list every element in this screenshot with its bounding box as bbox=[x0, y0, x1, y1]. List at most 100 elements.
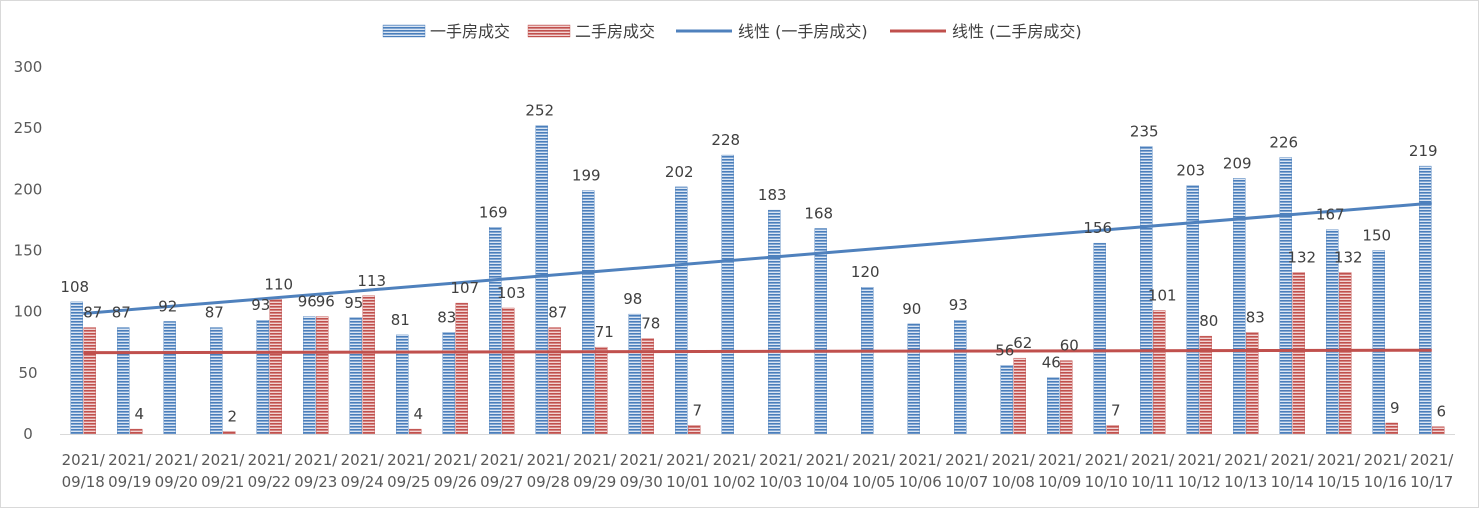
data-label: 110 bbox=[264, 275, 293, 293]
x-tick-label: 2021/09/30 bbox=[620, 451, 664, 491]
bar-new-home-16 bbox=[814, 228, 827, 435]
trendlines bbox=[83, 201, 1432, 355]
bar-new-home-21 bbox=[1047, 377, 1060, 435]
legend-label: 一手房成交 bbox=[430, 22, 510, 41]
x-tick-label: 2021/09/18 bbox=[62, 451, 106, 491]
data-label: 81 bbox=[391, 311, 410, 329]
bar-second-hand-3 bbox=[223, 431, 236, 435]
y-tick-label: 250 bbox=[14, 119, 43, 137]
x-tick-label: 2021/09/20 bbox=[155, 451, 199, 491]
x-tick-label: 2021/09/19 bbox=[108, 451, 152, 491]
legend-swatch bbox=[382, 24, 426, 38]
bar-second-hand-22 bbox=[1106, 425, 1119, 435]
y-tick-label: 0 bbox=[23, 425, 33, 443]
data-label: 107 bbox=[450, 279, 479, 297]
data-label: 96 bbox=[316, 293, 335, 311]
bar-second-hand-25 bbox=[1246, 332, 1259, 435]
x-tick-label: 2021/10/14 bbox=[1271, 451, 1315, 491]
bar-new-home-29 bbox=[1419, 165, 1432, 435]
bar-second-hand-5 bbox=[316, 316, 329, 435]
data-label: 108 bbox=[60, 278, 89, 296]
legend-label: 二手房成交 bbox=[575, 22, 655, 41]
data-label: 80 bbox=[1199, 312, 1218, 330]
legend-item-0: 一手房成交 bbox=[382, 22, 510, 41]
trendline-1 bbox=[83, 348, 1432, 355]
x-tick-label: 2021/10/12 bbox=[1178, 451, 1222, 491]
bar-new-home-17 bbox=[861, 287, 874, 435]
data-label: 46 bbox=[1042, 354, 1061, 372]
bar-new-home-22 bbox=[1093, 242, 1106, 435]
x-tick-label: 2021/09/24 bbox=[341, 451, 385, 491]
data-label: 98 bbox=[623, 290, 642, 308]
x-tick-label: 2021/10/13 bbox=[1224, 451, 1268, 491]
bar-second-hand-10 bbox=[548, 327, 561, 435]
data-label: 132 bbox=[1287, 249, 1316, 267]
x-tick-label: 2021/10/09 bbox=[1038, 451, 1082, 491]
bar-new-home-8 bbox=[442, 332, 455, 435]
x-tick-label: 2021/09/22 bbox=[248, 451, 292, 491]
x-tick-label: 2021/09/26 bbox=[434, 451, 478, 491]
x-tick-label: 2021/10/01 bbox=[666, 451, 710, 491]
data-label: 7 bbox=[1111, 401, 1121, 419]
x-tick-label: 2021/10/03 bbox=[759, 451, 803, 491]
data-label: 87 bbox=[205, 304, 224, 322]
bar-new-home-10 bbox=[535, 125, 548, 435]
data-label: 4 bbox=[134, 405, 144, 423]
data-label: 92 bbox=[158, 297, 177, 315]
data-label: 209 bbox=[1223, 154, 1252, 172]
data-label: 93 bbox=[949, 296, 968, 314]
x-tick-label: 2021/09/28 bbox=[527, 451, 571, 491]
legend-label: 线性 (二手房成交) bbox=[952, 22, 1082, 41]
bar-second-hand-20 bbox=[1013, 357, 1026, 435]
x-tick-label: 2021/09/27 bbox=[480, 451, 524, 491]
y-tick-label: 100 bbox=[14, 303, 43, 321]
x-tick-label: 2021/10/11 bbox=[1131, 451, 1175, 491]
data-label: 199 bbox=[572, 167, 601, 185]
bar-second-hand-13 bbox=[688, 425, 701, 435]
bar-new-home-11 bbox=[582, 190, 595, 435]
bar-new-home-20 bbox=[1000, 365, 1013, 435]
x-tick-label: 2021/10/08 bbox=[992, 451, 1036, 491]
trendline-0 bbox=[83, 201, 1432, 315]
bar-new-home-25 bbox=[1233, 178, 1246, 435]
y-tick-label: 150 bbox=[14, 242, 43, 260]
bar-new-home-0 bbox=[70, 301, 83, 435]
data-label: 169 bbox=[479, 203, 508, 221]
data-label: 183 bbox=[758, 186, 787, 204]
legend-label: 线性 (一手房成交) bbox=[738, 22, 868, 41]
data-label: 203 bbox=[1176, 162, 1205, 180]
x-tick-label: 2021/10/06 bbox=[899, 451, 943, 491]
y-tick-label: 300 bbox=[14, 58, 43, 76]
data-label: 219 bbox=[1409, 142, 1438, 160]
data-label: 71 bbox=[595, 323, 614, 341]
bar-second-hand-27 bbox=[1339, 272, 1352, 435]
bar-second-hand-11 bbox=[595, 346, 608, 435]
bar-new-home-9 bbox=[489, 227, 502, 435]
data-label: 150 bbox=[1362, 227, 1391, 245]
data-label: 90 bbox=[902, 300, 921, 318]
x-tick-label: 2021/09/21 bbox=[201, 451, 245, 491]
y-tick-label: 50 bbox=[18, 364, 37, 382]
bar-second-hand-6 bbox=[362, 295, 375, 435]
data-label: 120 bbox=[851, 263, 880, 281]
data-label: 62 bbox=[1013, 334, 1032, 352]
bar-new-home-26 bbox=[1279, 157, 1292, 435]
legend-item-1: 二手房成交 bbox=[527, 22, 655, 41]
x-tick-label: 2021/10/05 bbox=[852, 451, 896, 491]
bar-new-home-2 bbox=[163, 321, 176, 435]
data-label: 93 bbox=[251, 296, 270, 314]
bar-second-hand-23 bbox=[1153, 310, 1166, 435]
data-label: 202 bbox=[665, 163, 694, 181]
y-axis: 0 50 100 150 200 250 300 bbox=[14, 58, 43, 443]
data-label: 168 bbox=[804, 204, 833, 222]
bar-second-hand-7 bbox=[409, 428, 422, 435]
legend-item-2: 线性 (一手房成交) bbox=[676, 22, 868, 41]
legend-item-3: 线性 (二手房成交) bbox=[890, 22, 1082, 41]
x-tick-label: 2021/10/02 bbox=[713, 451, 757, 491]
data-label: 226 bbox=[1269, 134, 1298, 152]
bar-new-home-6 bbox=[349, 317, 362, 435]
data-label: 101 bbox=[1148, 286, 1177, 304]
